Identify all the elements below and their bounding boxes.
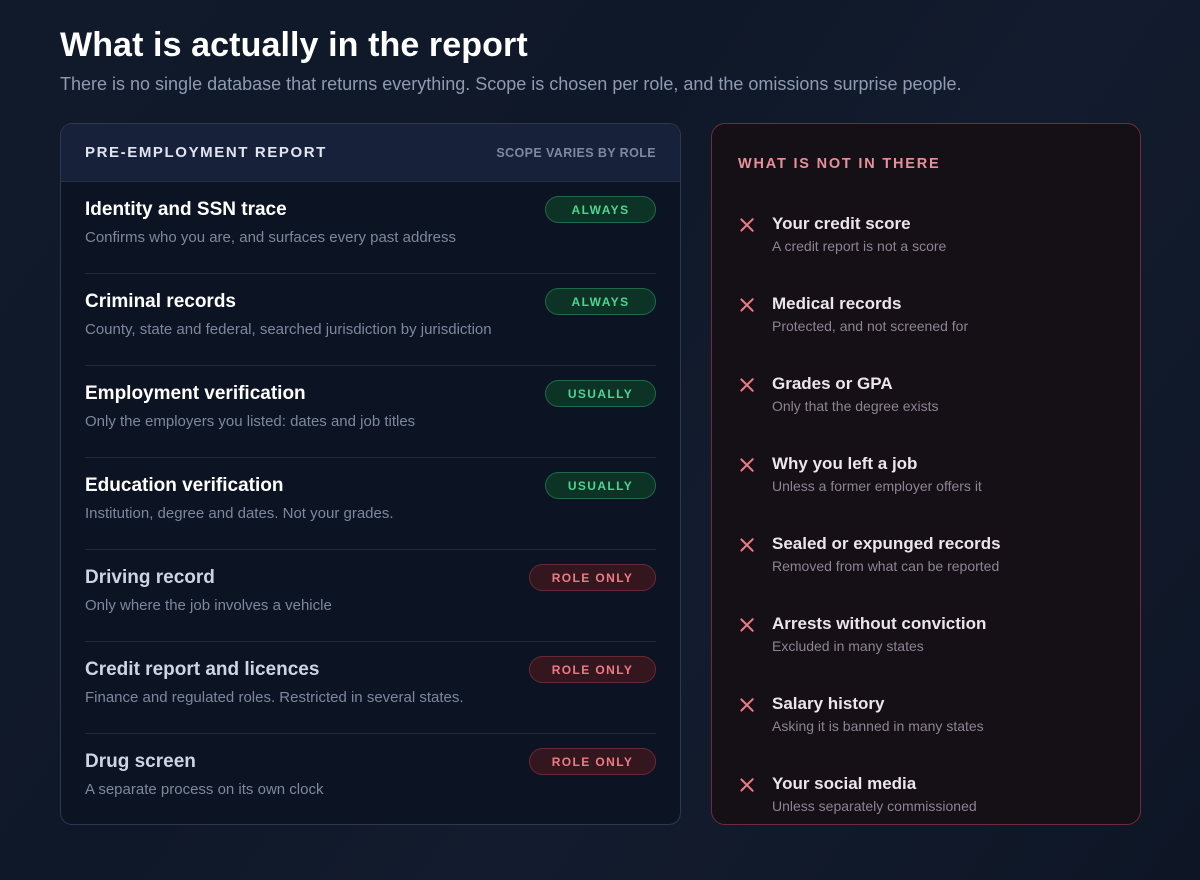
x-icon [738, 456, 756, 474]
report-row-name: Drug screen [85, 751, 196, 772]
report-header: PRE-EMPLOYMENT REPORT SCOPE VARIES BY RO… [61, 124, 680, 182]
status-badge: ROLE ONLY [529, 656, 656, 683]
report-row-name: Criminal records [85, 291, 236, 312]
report-row-employment: Employment verification Only the employe… [85, 366, 656, 458]
report-row-name: Credit report and licences [85, 659, 320, 680]
x-icon [738, 536, 756, 554]
report-row-criminal: Criminal records County, state and feder… [85, 274, 656, 366]
page-title: What is actually in the report [60, 26, 528, 64]
report-row-identity: Identity and SSN trace Confirms who you … [85, 182, 656, 274]
report-panel: PRE-EMPLOYMENT REPORT SCOPE VARIES BY RO… [60, 123, 681, 825]
not-included-title: WHAT IS NOT IN THERE [738, 156, 941, 172]
not-included-description: Unless separately commissioned [772, 798, 977, 814]
x-icon [738, 296, 756, 314]
report-scope-note: SCOPE VARIES BY ROLE [496, 145, 656, 160]
not-included-name: Your credit score [772, 214, 911, 233]
report-row-description: Finance and regulated roles. Restricted … [85, 689, 464, 706]
x-icon [738, 376, 756, 394]
not-included-name: Your social media [772, 774, 917, 793]
report-row-name: Identity and SSN trace [85, 199, 287, 220]
report-row-name: Driving record [85, 567, 215, 588]
x-icon [738, 696, 756, 714]
x-icon [738, 616, 756, 634]
not-included-description: Protected, and not screened for [772, 318, 969, 334]
not-included-item: Medical records Protected, and not scree… [738, 294, 1118, 354]
report-row-name: Education verification [85, 475, 284, 496]
not-included-description: Excluded in many states [772, 638, 924, 654]
x-icon [738, 216, 756, 234]
report-row-description: Confirms who you are, and surfaces every… [85, 229, 457, 246]
not-included-name: Grades or GPA [772, 374, 893, 393]
status-badge: USUALLY [545, 380, 656, 407]
report-row-credit: Credit report and licences Finance and r… [85, 642, 656, 734]
not-included-description: Removed from what can be reported [772, 558, 1000, 574]
not-included-name: Why you left a job [772, 454, 918, 473]
report-row-education: Education verification Institution, degr… [85, 458, 656, 550]
not-included-name: Salary history [772, 694, 885, 713]
not-included-name: Medical records [772, 294, 902, 313]
not-included-name: Sealed or expunged records [772, 534, 1001, 553]
report-row-drug: Drug screen A separate process on its ow… [85, 734, 656, 824]
status-badge: ALWAYS [545, 196, 656, 223]
status-badge: ALWAYS [545, 288, 656, 315]
not-included-description: A credit report is not a score [772, 238, 947, 254]
report-row-description: County, state and federal, searched juri… [85, 321, 492, 338]
report-row-description: A separate process on its own clock [85, 781, 324, 798]
not-included-item: Sealed or expunged records Removed from … [738, 534, 1118, 594]
status-badge: ROLE ONLY [529, 748, 656, 775]
not-included-item: Your credit score A credit report is not… [738, 214, 1118, 274]
x-icon [738, 776, 756, 794]
report-row-description: Only where the job involves a vehicle [85, 597, 332, 614]
page-subtitle: There is no single database that returns… [60, 74, 962, 94]
not-included-item: Salary history Asking it is banned in ma… [738, 694, 1118, 754]
not-included-item: Grades or GPA Only that the degree exist… [738, 374, 1118, 434]
report-title: PRE-EMPLOYMENT REPORT [85, 144, 327, 161]
not-included-name: Arrests without conviction [772, 614, 987, 633]
report-row-description: Institution, degree and dates. Not your … [85, 505, 394, 522]
not-included-item: Arrests without conviction Excluded in m… [738, 614, 1118, 674]
not-included-item: Why you left a job Unless a former emplo… [738, 454, 1118, 514]
report-row-driving: Driving record Only where the job involv… [85, 550, 656, 642]
report-row-name: Employment verification [85, 383, 306, 404]
not-included-description: Only that the degree exists [772, 398, 939, 414]
not-included-description: Asking it is banned in many states [772, 718, 984, 734]
status-badge: ROLE ONLY [529, 564, 656, 591]
report-row-description: Only the employers you listed: dates and… [85, 413, 416, 430]
not-included-item: Your social media Unless separately comm… [738, 774, 1118, 834]
not-included-panel: WHAT IS NOT IN THERE Your credit score A… [711, 123, 1141, 825]
status-badge: USUALLY [545, 472, 656, 499]
not-included-description: Unless a former employer offers it [772, 478, 982, 494]
